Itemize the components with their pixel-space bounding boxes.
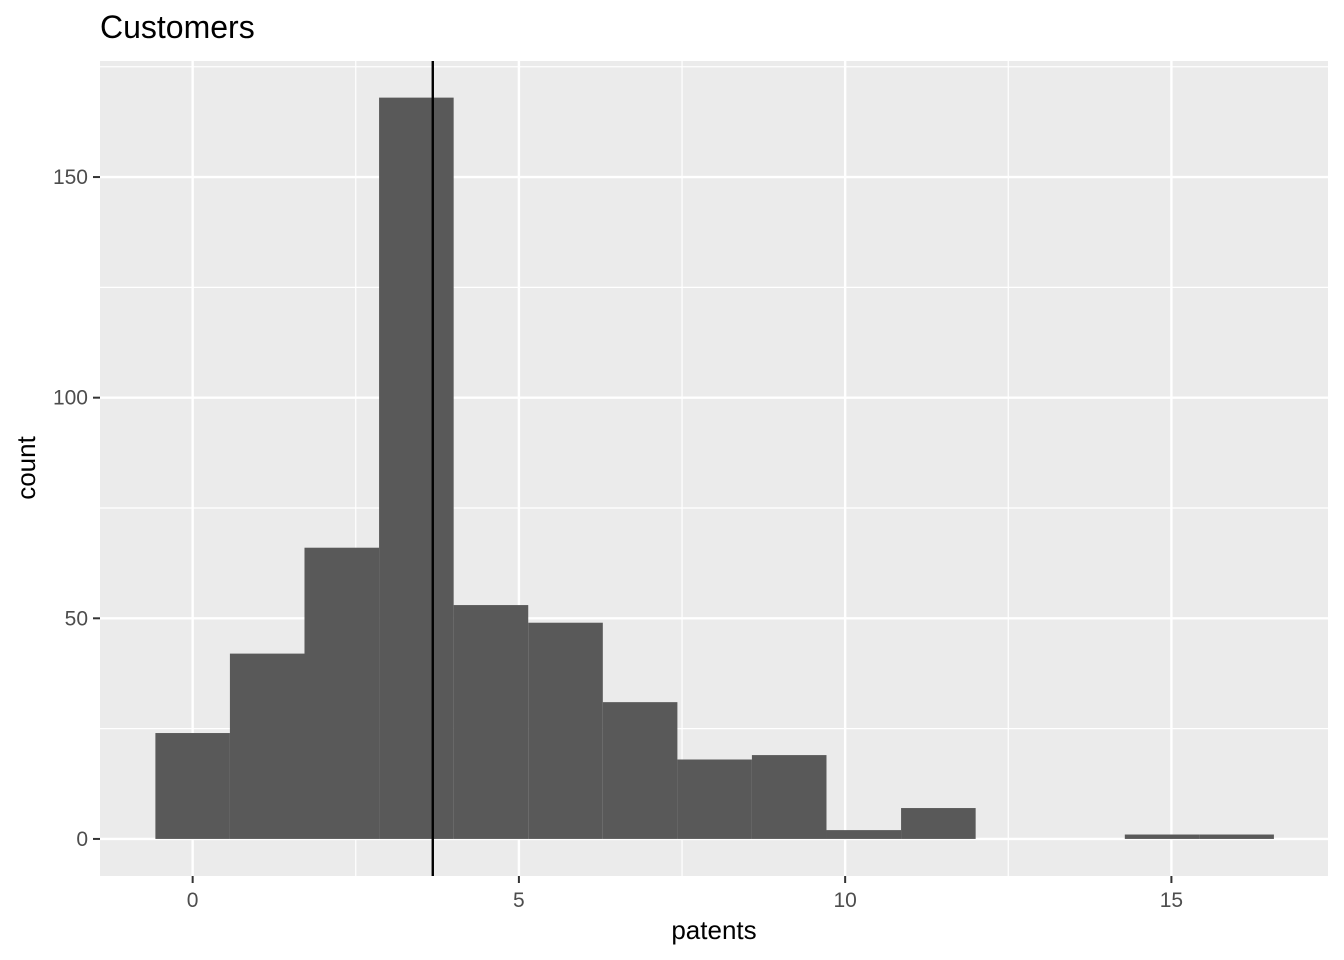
x-tick-label: 5 [513,889,525,912]
major-gridlines [100,61,1328,876]
histogram-bar [602,702,678,839]
x-tick-label: 10 [833,889,856,912]
chart-title: Customers [100,9,255,45]
y-axis: 0 50 100 150 [53,166,100,851]
x-axis: 0 5 10 15 [187,876,1183,912]
x-tick-label: 0 [187,889,199,912]
histogram-bar [155,733,230,839]
histogram-bar [1124,834,1200,839]
histogram-bar [229,653,305,839]
y-axis-title: count [11,435,41,499]
x-axis-title: patents [671,915,756,945]
histogram-bar [751,755,827,839]
histogram-bar [1199,834,1274,839]
histogram-bar [901,808,976,839]
y-tick-label: 150 [53,166,88,189]
y-tick-label: 0 [76,828,88,851]
histogram-bar [826,830,902,839]
y-tick-label: 50 [65,607,88,630]
histogram-bar [379,97,454,839]
histogram-bar [677,759,752,839]
y-tick-label: 100 [53,387,88,410]
histogram-bar [528,622,603,839]
histogram-bar [304,547,380,839]
histogram-bar [453,605,529,839]
x-tick-label: 15 [1160,889,1183,912]
histogram-bars [155,97,1274,839]
